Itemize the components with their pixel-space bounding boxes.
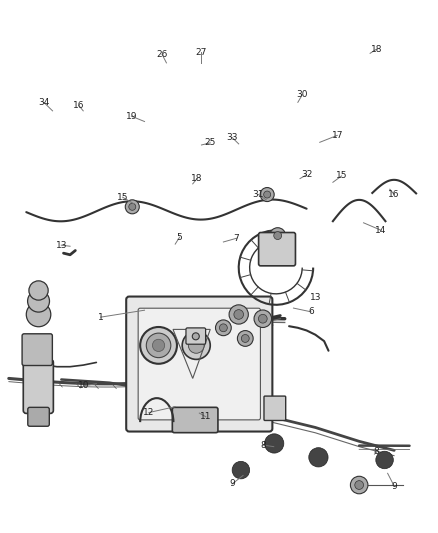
Text: 31: 31 (253, 190, 264, 199)
FancyBboxPatch shape (23, 359, 53, 414)
Text: 17: 17 (332, 131, 343, 140)
Circle shape (237, 330, 253, 346)
Text: 34: 34 (38, 98, 49, 107)
Text: 18: 18 (191, 174, 203, 183)
Circle shape (264, 191, 271, 198)
FancyBboxPatch shape (22, 334, 53, 366)
Circle shape (350, 477, 368, 494)
Circle shape (215, 320, 231, 336)
FancyBboxPatch shape (258, 232, 296, 266)
Text: 13: 13 (56, 241, 67, 249)
Text: 11: 11 (200, 413, 212, 421)
Text: 9: 9 (229, 480, 235, 488)
Text: 19: 19 (126, 112, 137, 120)
Text: 32: 32 (301, 171, 312, 179)
Circle shape (140, 327, 177, 364)
FancyBboxPatch shape (138, 308, 261, 420)
Circle shape (26, 302, 51, 327)
Text: 27: 27 (196, 48, 207, 56)
Text: 13: 13 (310, 293, 321, 302)
Circle shape (241, 335, 249, 342)
Circle shape (129, 203, 136, 211)
Text: 26: 26 (156, 50, 168, 59)
Text: 9: 9 (391, 482, 397, 490)
FancyBboxPatch shape (172, 407, 218, 433)
Text: 25: 25 (205, 139, 216, 147)
Circle shape (219, 324, 227, 332)
FancyBboxPatch shape (186, 328, 205, 344)
Circle shape (355, 481, 364, 489)
Text: 8: 8 (260, 441, 266, 449)
Circle shape (274, 232, 282, 239)
Text: 5: 5 (177, 233, 183, 241)
Text: 6: 6 (308, 308, 314, 316)
Text: 18: 18 (371, 45, 382, 53)
Text: 8: 8 (374, 448, 380, 456)
Circle shape (29, 281, 48, 300)
Circle shape (270, 228, 286, 244)
Circle shape (182, 332, 210, 359)
Circle shape (125, 200, 139, 214)
Text: 16: 16 (73, 101, 85, 110)
Circle shape (146, 333, 171, 358)
Text: 14: 14 (375, 226, 387, 235)
Circle shape (254, 310, 272, 327)
Circle shape (234, 310, 244, 319)
FancyBboxPatch shape (264, 396, 286, 421)
FancyBboxPatch shape (126, 296, 272, 432)
FancyBboxPatch shape (28, 407, 49, 426)
Circle shape (188, 337, 204, 353)
Text: 10: 10 (78, 382, 89, 390)
Circle shape (309, 448, 328, 467)
Text: 16: 16 (389, 190, 400, 199)
Circle shape (229, 305, 248, 324)
Circle shape (376, 451, 393, 469)
Text: 15: 15 (336, 172, 347, 180)
Text: 30: 30 (297, 91, 308, 99)
Text: 7: 7 (233, 234, 240, 243)
Circle shape (258, 314, 267, 323)
Circle shape (260, 188, 274, 201)
Text: 1: 1 (98, 313, 104, 321)
Circle shape (232, 462, 250, 479)
Circle shape (152, 339, 165, 352)
Text: 33: 33 (226, 133, 238, 142)
Circle shape (192, 333, 199, 340)
Text: 12: 12 (143, 408, 155, 417)
Text: 15: 15 (117, 193, 128, 201)
Circle shape (265, 434, 284, 453)
Circle shape (28, 290, 49, 312)
